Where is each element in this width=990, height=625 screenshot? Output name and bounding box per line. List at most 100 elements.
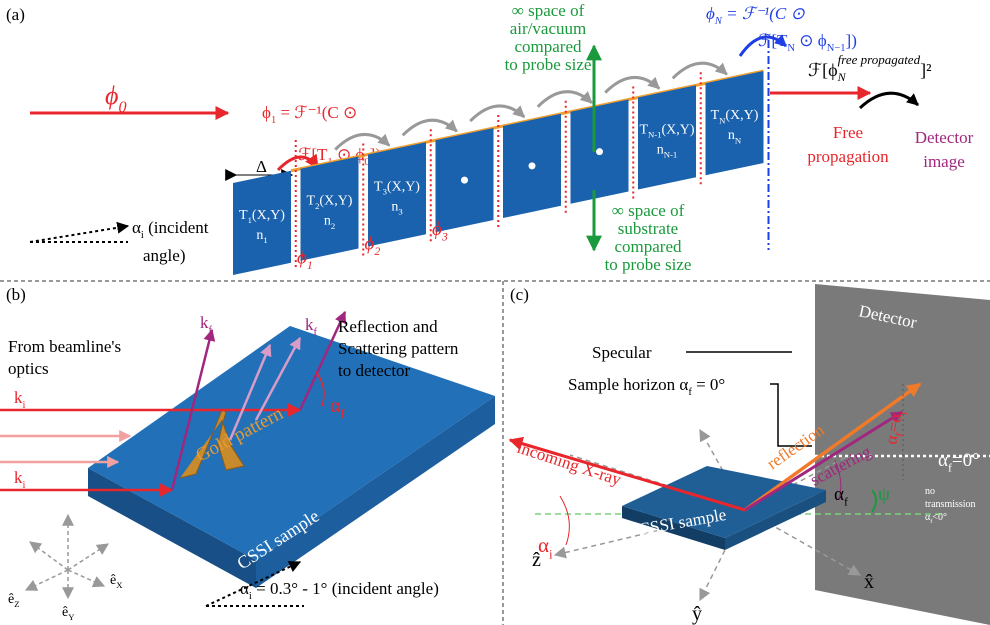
text-part: N bbox=[735, 135, 742, 145]
panel-label: (c) bbox=[510, 285, 529, 304]
panel-a: (a) ϕ0 ϕ1 = ℱ⁻¹(C ⊙ ℱ[T1 ⊙ ϕ0]) Δ T1(X,Y… bbox=[6, 1, 974, 275]
axis-label: ẑ bbox=[532, 549, 541, 571]
incoming-label: incoming X-ray bbox=[515, 438, 624, 490]
text-part: = 0.3° - 1° (incident angle) bbox=[252, 579, 439, 598]
text-part: i bbox=[23, 480, 26, 491]
text-part: α bbox=[132, 218, 141, 237]
substrate-note: ∞ space of bbox=[612, 201, 685, 220]
angle-arc bbox=[560, 496, 569, 545]
text-part: 1 bbox=[307, 259, 313, 272]
text-part: ϕ bbox=[297, 247, 307, 268]
text-part: Z bbox=[14, 599, 19, 609]
axis bbox=[68, 544, 108, 570]
phi0: ϕ0 bbox=[105, 81, 127, 116]
text-part: f bbox=[844, 496, 848, 509]
air-note: to probe size bbox=[505, 55, 592, 74]
slab-label: T2(X,Y) bbox=[307, 194, 353, 211]
text-part: ϕ bbox=[432, 219, 442, 240]
kf-label: kf bbox=[200, 313, 213, 336]
ki-label: ki bbox=[14, 468, 26, 491]
phiN-formula: ℱ[TN ⊙ ϕN−1]) bbox=[758, 31, 857, 54]
far-field: ℱ[ϕNfree propagated]² bbox=[808, 52, 931, 84]
text-part: ϕ bbox=[706, 4, 715, 23]
text-part: ϕ bbox=[365, 233, 375, 254]
slab-dot bbox=[461, 177, 468, 184]
slab-dot bbox=[529, 162, 536, 169]
text-part: =0° bbox=[952, 450, 980, 471]
detector-note: Scattering pattern bbox=[338, 339, 459, 358]
psi: ψ bbox=[878, 484, 890, 505]
no-transmission: transmission bbox=[925, 499, 976, 510]
text-part: Y bbox=[68, 612, 75, 622]
no-transmission: no bbox=[925, 486, 935, 497]
text-part: = ℱ⁻¹(C ⊙ bbox=[722, 4, 806, 23]
axis bbox=[68, 570, 104, 586]
text-part: (X,Y) bbox=[252, 208, 285, 223]
propagation-arrow bbox=[673, 63, 727, 78]
specular-label: Specular bbox=[592, 343, 652, 362]
axis bbox=[26, 570, 68, 590]
text-part: n bbox=[256, 228, 263, 243]
panel-b: (b) kf kf ki ki Reflection and Scatterin… bbox=[0, 285, 495, 622]
air-note: air/vacuum bbox=[510, 19, 586, 38]
text-part: f bbox=[314, 327, 318, 338]
text-part: α bbox=[938, 450, 948, 471]
axis-label: êX bbox=[110, 573, 123, 590]
slab-label: T3(X,Y) bbox=[374, 179, 420, 196]
text-part: ϕ bbox=[105, 81, 118, 110]
axis-label: x̂ bbox=[864, 571, 874, 593]
text-part: n bbox=[324, 214, 331, 229]
horizon-label: Sample horizon αf = 0° bbox=[568, 375, 725, 398]
incident-label: angle) bbox=[143, 246, 185, 265]
far-field-part: N bbox=[837, 70, 847, 84]
axis-label: êZ bbox=[8, 592, 20, 609]
text-part: 1 bbox=[263, 235, 267, 245]
phi1-formula: ϕ1 = ℱ⁻¹(C ⊙ bbox=[262, 103, 357, 126]
detection-arrow bbox=[860, 93, 918, 108]
far-field-part: ℱ[ϕ bbox=[808, 60, 838, 80]
text-part: ]) bbox=[846, 31, 857, 50]
slab-label: TN-1(X,Y) bbox=[639, 122, 694, 139]
text-part: ⊙ ϕ bbox=[795, 31, 827, 50]
slab-label: T1(X,Y) bbox=[239, 208, 285, 225]
axis-label: ŷ bbox=[692, 603, 702, 625]
source-note: optics bbox=[8, 359, 49, 378]
substrate-note: compared bbox=[614, 237, 682, 256]
incident-label: αi (incident bbox=[132, 218, 209, 241]
air-note: ∞ space of bbox=[512, 1, 585, 20]
text-part: N-1 bbox=[664, 150, 678, 160]
text-part: N-1 bbox=[648, 130, 662, 140]
text-part: 2 bbox=[374, 245, 380, 258]
text-part: ϕ bbox=[262, 103, 271, 122]
panel-c: (c) Detector Specular Sample horizon αf … bbox=[510, 284, 990, 625]
propagation-arrow bbox=[605, 77, 659, 92]
propagation-arrow bbox=[403, 120, 457, 135]
free-propagation: propagation bbox=[807, 147, 889, 166]
text-part: (X,Y) bbox=[662, 122, 695, 137]
text-part: (X,Y) bbox=[387, 179, 420, 194]
text-part: 2 bbox=[331, 221, 335, 231]
text-part: (X,Y) bbox=[319, 194, 352, 209]
page: { "panel_a": { "label": "(a)", "phi0": [… bbox=[0, 0, 990, 625]
free-propagation: Free bbox=[833, 123, 863, 142]
text-part: α bbox=[240, 579, 249, 598]
text-part: 3 bbox=[441, 231, 448, 244]
text-part: 0 bbox=[118, 99, 126, 116]
text-part: α bbox=[330, 395, 341, 417]
text-part: n bbox=[657, 142, 664, 157]
panel-label: (b) bbox=[6, 285, 26, 304]
text-part: 3 bbox=[398, 207, 402, 217]
axis-label: êY bbox=[62, 605, 75, 622]
figure: (a) ϕ0 ϕ1 = ℱ⁻¹(C ⊙ ℱ[T1 ⊙ ϕ0]) Δ T1(X,Y… bbox=[0, 0, 990, 625]
ki-label: ki bbox=[14, 388, 26, 411]
slab-label: TN(X,Y) bbox=[711, 108, 759, 125]
detector-image: image bbox=[923, 152, 965, 171]
source-note: From beamline's bbox=[8, 337, 121, 356]
propagation-arrow bbox=[470, 106, 524, 121]
substrate-note: to probe size bbox=[605, 255, 692, 274]
incident-angle bbox=[30, 226, 128, 242]
far-field-part: free propagated bbox=[838, 52, 921, 67]
propagation-arrow bbox=[538, 92, 592, 107]
text-part: (incident bbox=[144, 218, 209, 237]
delta: Δ bbox=[256, 157, 267, 176]
